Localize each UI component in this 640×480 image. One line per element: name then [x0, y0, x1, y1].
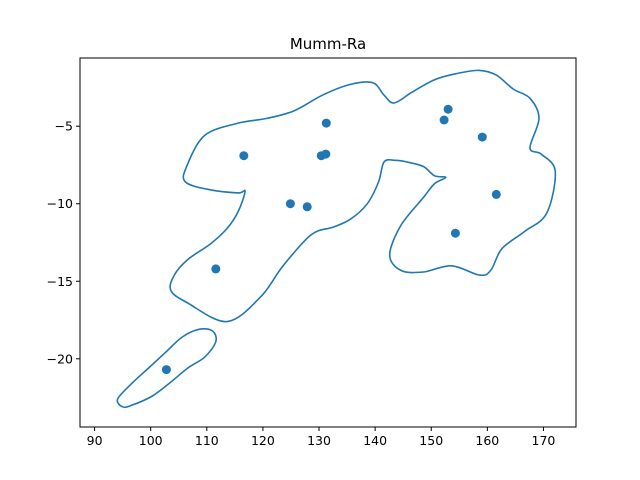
x-tick-label: 130: [307, 433, 331, 448]
x-tick-label: 170: [532, 433, 556, 448]
data-point-12: [477, 132, 487, 142]
data-point-5: [302, 202, 312, 212]
x-tick-label: 140: [363, 433, 387, 448]
x-tick-label: 110: [195, 433, 219, 448]
density-contour-1: [116, 328, 218, 409]
data-point-8: [321, 118, 331, 128]
data-point-13: [491, 189, 501, 199]
x-tick-label: 150: [419, 433, 443, 448]
y-tick-label: −20: [47, 351, 73, 366]
plot-frame: [79, 57, 577, 428]
y-tick-label: −5: [55, 119, 73, 134]
x-tick-label: 90: [87, 433, 103, 448]
chart-title: Mumm-Ra: [290, 35, 366, 53]
y-axis-ticks: −5 −10 −15 −20: [47, 119, 80, 366]
data-point-4: [285, 199, 295, 209]
data-point-9: [439, 115, 449, 125]
data-points: [161, 104, 501, 375]
y-tick-label: −15: [47, 274, 73, 289]
y-tick-label: −10: [47, 196, 73, 211]
data-point-2: [211, 264, 221, 274]
x-tick-label: 120: [251, 433, 275, 448]
data-point-11: [450, 228, 460, 238]
density-contours: [116, 69, 557, 409]
data-point-3: [239, 151, 249, 161]
x-tick-label: 100: [139, 433, 163, 448]
density-contour-2: [169, 69, 557, 323]
data-point-10: [443, 104, 453, 114]
data-point-1: [161, 365, 171, 375]
x-axis-ticks: 90 100 110 120 130 140 150 160 170: [87, 427, 556, 448]
x-tick-label: 160: [475, 433, 499, 448]
data-point-7: [321, 149, 331, 159]
